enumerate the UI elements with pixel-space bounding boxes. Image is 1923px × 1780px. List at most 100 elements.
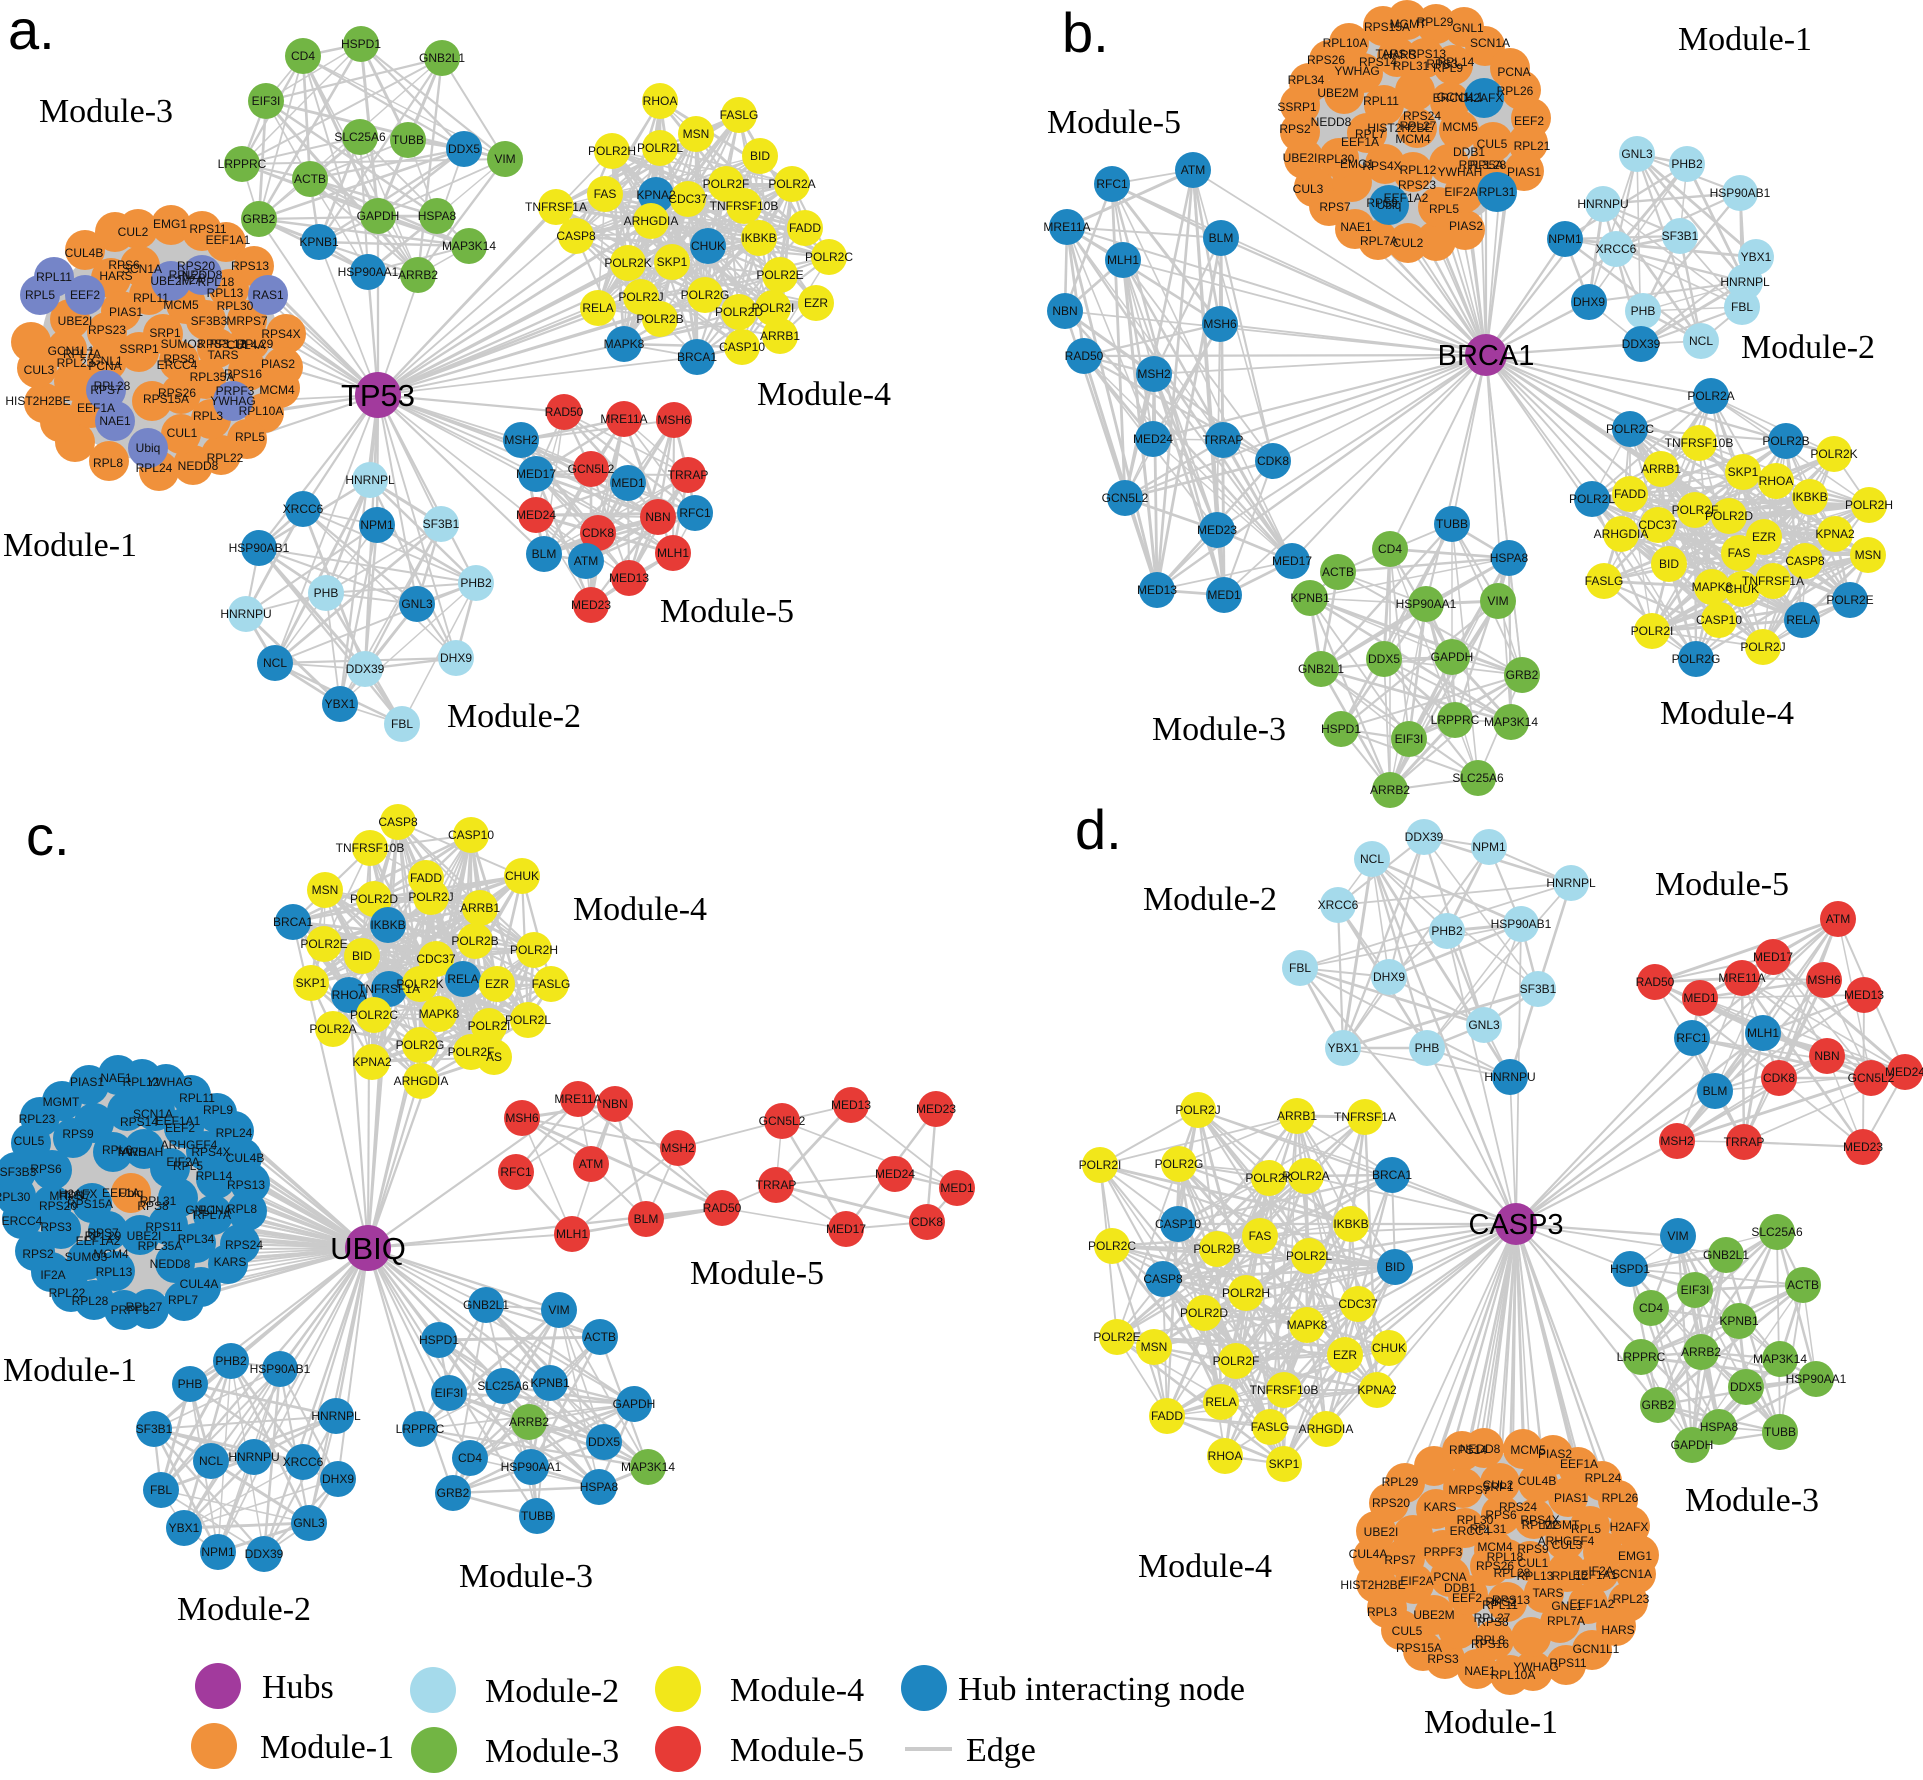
svg-text:Ubiq: Ubiq xyxy=(119,1186,144,1200)
svg-text:MSH2: MSH2 xyxy=(1137,367,1171,381)
svg-text:POLR2K: POLR2K xyxy=(1810,447,1857,461)
svg-text:RPL21: RPL21 xyxy=(1514,139,1551,153)
svg-text:RPS24: RPS24 xyxy=(1499,1500,1537,1514)
svg-text:RPS4X: RPS4X xyxy=(261,327,300,341)
svg-text:RAS1: RAS1 xyxy=(252,288,284,302)
svg-text:PHB2: PHB2 xyxy=(215,1354,247,1368)
svg-text:DHX9: DHX9 xyxy=(1573,295,1605,309)
svg-text:ERCC4: ERCC4 xyxy=(2,1214,43,1228)
svg-text:MCM5: MCM5 xyxy=(163,298,199,312)
svg-text:RELA: RELA xyxy=(582,301,613,315)
svg-text:POLR2C: POLR2C xyxy=(1088,1239,1136,1253)
svg-text:POLR2F: POLR2F xyxy=(703,177,750,191)
svg-text:Module-3: Module-3 xyxy=(485,1733,619,1770)
svg-text:CUL4B: CUL4B xyxy=(226,1151,265,1165)
svg-text:RPS3: RPS3 xyxy=(197,337,229,351)
svg-text:YBX1: YBX1 xyxy=(1328,1041,1359,1055)
svg-text:ACTB: ACTB xyxy=(1787,1278,1819,1292)
svg-text:DDX5: DDX5 xyxy=(448,142,480,156)
svg-text:RPL14: RPL14 xyxy=(196,1169,233,1183)
svg-text:SF3B1: SF3B1 xyxy=(1520,982,1557,996)
svg-text:RPL8: RPL8 xyxy=(1475,1633,1505,1647)
svg-text:CUL4B: CUL4B xyxy=(1518,1474,1557,1488)
svg-text:SRP1: SRP1 xyxy=(149,326,181,340)
svg-text:RPS2: RPS2 xyxy=(1485,1595,1517,1609)
svg-text:RPL10A: RPL10A xyxy=(1323,36,1368,50)
svg-text:MCM4: MCM4 xyxy=(1395,132,1431,146)
svg-text:LRPPRC: LRPPRC xyxy=(396,1422,445,1436)
svg-text:GNL1: GNL1 xyxy=(1452,21,1484,35)
svg-text:PIAS1: PIAS1 xyxy=(70,1075,104,1089)
svg-text:NAE1: NAE1 xyxy=(1464,1664,1496,1678)
svg-text:RPL28: RPL28 xyxy=(72,1294,109,1308)
svg-text:EEF2: EEF2 xyxy=(1514,114,1544,128)
svg-text:RPL23: RPL23 xyxy=(19,1112,56,1126)
svg-text:SRP1: SRP1 xyxy=(1482,1480,1514,1494)
svg-text:EIF2A: EIF2A xyxy=(1400,1574,1433,1588)
svg-text:RPL30: RPL30 xyxy=(217,299,254,313)
svg-text:ARHGEF4: ARHGEF4 xyxy=(161,1138,218,1152)
svg-text:EZR: EZR xyxy=(1333,1348,1357,1362)
svg-text:EIF3I: EIF3I xyxy=(1681,1283,1710,1297)
svg-text:MAP3K14: MAP3K14 xyxy=(1753,1352,1807,1366)
svg-text:RPS13: RPS13 xyxy=(227,1178,265,1192)
svg-text:RPL30: RPL30 xyxy=(0,1190,31,1204)
svg-text:RPL5: RPL5 xyxy=(1429,202,1459,216)
svg-text:XRCC6: XRCC6 xyxy=(1318,898,1359,912)
svg-text:RPS15A: RPS15A xyxy=(1364,20,1410,34)
svg-text:TRRAP: TRRAP xyxy=(756,1178,797,1192)
svg-text:TUBB: TUBB xyxy=(392,133,424,147)
svg-text:BLM: BLM xyxy=(1209,231,1234,245)
svg-text:RPS23: RPS23 xyxy=(1398,178,1436,192)
svg-text:RPS7: RPS7 xyxy=(90,383,122,397)
svg-text:MED1: MED1 xyxy=(1207,588,1241,602)
svg-text:MAPK8: MAPK8 xyxy=(604,337,645,351)
svg-text:IKBKB: IKBKB xyxy=(741,231,776,245)
svg-text:RPL22: RPL22 xyxy=(1522,1518,1559,1532)
svg-text:RPL11: RPL11 xyxy=(179,1091,215,1105)
svg-text:RPS8: RPS8 xyxy=(1477,1615,1509,1629)
svg-text:RPS14: RPS14 xyxy=(1449,1443,1487,1457)
svg-text:NBN: NBN xyxy=(1052,304,1077,318)
svg-text:TUBB: TUBB xyxy=(521,1509,553,1523)
svg-text:ATM: ATM xyxy=(579,1157,603,1171)
svg-text:MED24: MED24 xyxy=(1133,432,1173,446)
svg-text:KPNB1: KPNB1 xyxy=(1290,591,1330,605)
svg-text:GNB2L1: GNB2L1 xyxy=(419,51,465,65)
svg-text:RPS13: RPS13 xyxy=(1492,1593,1530,1607)
svg-text:CUL5: CUL5 xyxy=(14,1134,45,1148)
svg-text:HSPA8: HSPA8 xyxy=(1490,551,1529,565)
svg-text:MRE11A: MRE11A xyxy=(1043,220,1090,234)
svg-text:HNRNPL: HNRNPL xyxy=(1720,275,1770,289)
svg-text:FASLG: FASLG xyxy=(1251,1420,1290,1434)
svg-text:KPNA2: KPNA2 xyxy=(1815,527,1855,541)
svg-text:RPL7A: RPL7A xyxy=(63,347,101,361)
svg-text:MED23: MED23 xyxy=(1197,523,1237,537)
svg-text:RELA: RELA xyxy=(1205,1395,1236,1409)
svg-text:MSH2: MSH2 xyxy=(1660,1134,1694,1148)
svg-text:RPL12: RPL12 xyxy=(1400,163,1437,177)
svg-text:POLR2L: POLR2L xyxy=(1569,492,1615,506)
svg-text:XRCC6: XRCC6 xyxy=(1596,242,1637,256)
svg-text:NAE1: NAE1 xyxy=(100,1071,132,1085)
svg-text:CDK8: CDK8 xyxy=(1257,454,1289,468)
svg-text:LRPPRC: LRPPRC xyxy=(1431,713,1480,727)
svg-text:MLH1: MLH1 xyxy=(556,1227,588,1241)
svg-text:HSPA8: HSPA8 xyxy=(1700,1420,1739,1434)
svg-text:POLR2L: POLR2L xyxy=(505,1013,551,1027)
svg-text:TNFRSF1A: TNFRSF1A xyxy=(358,982,420,996)
svg-text:POLR2L: POLR2L xyxy=(637,141,683,155)
svg-text:MED13: MED13 xyxy=(1137,583,1177,597)
svg-text:CUL2: CUL2 xyxy=(118,225,149,239)
svg-text:CASP8: CASP8 xyxy=(378,815,418,829)
svg-text:EEF1A2: EEF1A2 xyxy=(76,1234,121,1248)
svg-text:GAPDH: GAPDH xyxy=(613,1397,656,1411)
svg-text:MSH2: MSH2 xyxy=(661,1141,695,1155)
svg-text:CASP10: CASP10 xyxy=(1155,1217,1201,1231)
svg-text:MLH1: MLH1 xyxy=(1107,253,1139,267)
svg-text:MSN: MSN xyxy=(1141,1340,1168,1354)
svg-text:ARRB2: ARRB2 xyxy=(1370,783,1410,797)
svg-text:SKP1: SKP1 xyxy=(296,976,327,990)
svg-text:MLH1: MLH1 xyxy=(1747,1026,1779,1040)
svg-text:RPL34: RPL34 xyxy=(178,1232,215,1246)
